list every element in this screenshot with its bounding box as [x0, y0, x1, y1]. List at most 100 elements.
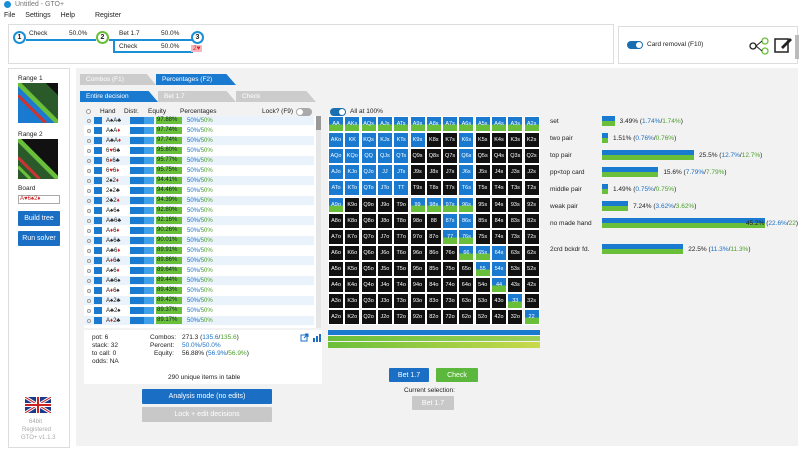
matrix-cell[interactable]: 75s: [474, 228, 491, 245]
matrix-cell[interactable]: T5s: [474, 180, 491, 197]
analysis-mode-button[interactable]: Analysis mode (no edits): [142, 389, 272, 404]
matrix-cell[interactable]: J9s: [409, 164, 426, 181]
matrix-cell[interactable]: AKs: [344, 116, 361, 132]
matrix-cell[interactable]: A9s: [409, 116, 426, 132]
matrix-cell[interactable]: QTo: [360, 180, 377, 197]
matrix-cell[interactable]: 87s: [442, 212, 459, 229]
current-selection-button[interactable]: Bet 1.7: [412, 396, 454, 410]
matrix-cell[interactable]: K7o: [344, 228, 361, 245]
matrix-cell[interactable]: 43o: [491, 293, 507, 310]
matrix-cell[interactable]: K6o: [344, 244, 361, 261]
edge3-label[interactable]: Check: [119, 43, 138, 50]
tab-check[interactable]: Check: [236, 91, 316, 102]
bet-action-button[interactable]: Bet 1.7: [389, 368, 429, 382]
matrix-cell[interactable]: 85s: [474, 212, 491, 229]
matrix-cell[interactable]: T9o: [393, 196, 410, 213]
matrix-cell[interactable]: AQs: [360, 116, 377, 132]
matrix-cell[interactable]: K8o: [344, 212, 361, 229]
matrix-cell[interactable]: J8s: [425, 164, 442, 181]
chart-icon[interactable]: [312, 333, 321, 342]
lock-edit-button[interactable]: Lock + edit decisions: [142, 407, 272, 422]
table-row[interactable]: 2♣2♦ 94.39% 50%/50%: [84, 196, 314, 205]
matrix-cell[interactable]: 93o: [409, 293, 426, 310]
matrix-cell[interactable]: 54s: [491, 260, 507, 277]
build-tree-button[interactable]: Build tree: [18, 211, 60, 226]
table-row[interactable]: 2♠2♦ 94.41% 50%/50%: [84, 176, 314, 185]
matrix-cell[interactable]: A7o: [328, 228, 344, 245]
run-solver-button[interactable]: Run solver: [18, 231, 60, 246]
select-all-radio[interactable]: [86, 109, 91, 114]
matrix-cell[interactable]: JTo: [376, 180, 393, 197]
matrix-cell[interactable]: Q6o: [360, 244, 377, 261]
row-select-radio[interactable]: [87, 278, 91, 283]
matrix-cell[interactable]: 97s: [442, 196, 459, 213]
menu-help[interactable]: Help: [60, 11, 75, 19]
table-row[interactable]: A♠2♣ 89.42% 50%/50%: [84, 296, 314, 305]
matrix-cell[interactable]: A4s: [491, 116, 507, 132]
matrix-cell[interactable]: Q9o: [360, 196, 377, 213]
matrix-cell[interactable]: 54o: [474, 277, 491, 293]
matrix-cell[interactable]: 64o: [458, 277, 475, 293]
matrix-cell[interactable]: 88: [425, 212, 442, 229]
row-select-radio[interactable]: [87, 288, 91, 293]
matrix-cell[interactable]: 77: [442, 228, 459, 245]
matrix-cell[interactable]: K2s: [523, 132, 540, 149]
matrix-cell[interactable]: 97o: [409, 228, 426, 245]
matrix-cell[interactable]: T7s: [442, 180, 459, 197]
matrix-cell[interactable]: KTs: [393, 132, 410, 149]
tab-percentages[interactable]: Percentages (F2): [156, 74, 236, 85]
matrix-cell[interactable]: J8o: [376, 212, 393, 229]
matrix-cell[interactable]: T9s: [409, 180, 426, 197]
matrix-cell[interactable]: 82s: [523, 212, 540, 229]
matrix-cell[interactable]: 95o: [409, 260, 426, 277]
matrix-cell[interactable]: Q7s: [442, 148, 459, 165]
matrix-cell[interactable]: Q6s: [458, 148, 475, 165]
matrix-cell[interactable]: 62o: [458, 309, 475, 326]
matrix-cell[interactable]: A5s: [474, 116, 491, 132]
matrix-cell[interactable]: K6s: [458, 132, 475, 149]
edge1-label[interactable]: Check: [29, 30, 48, 37]
matrix-cell[interactable]: 44: [491, 277, 507, 293]
row-select-radio[interactable]: [87, 128, 91, 133]
matrix-cell[interactable]: T8o: [393, 212, 410, 229]
matrix-cell[interactable]: K8s: [425, 132, 442, 149]
matrix-cell[interactable]: 65o: [458, 260, 475, 277]
row-select-radio[interactable]: [87, 238, 91, 243]
matrix-cell[interactable]: Q3s: [507, 148, 524, 165]
matrix-cell[interactable]: 42o: [491, 309, 507, 326]
matrix-cell[interactable]: 42s: [523, 277, 540, 293]
matrix-cell[interactable]: 92s: [523, 196, 540, 213]
matrix-cell[interactable]: A3o: [328, 293, 344, 310]
matrix-cell[interactable]: J6s: [458, 164, 475, 181]
matrix-cell[interactable]: 86o: [425, 244, 442, 261]
board-input[interactable]: A♥6♠2♦: [18, 195, 60, 204]
range1-thumbnail[interactable]: [18, 83, 58, 123]
matrix-cell[interactable]: Q7o: [360, 228, 377, 245]
matrix-cell[interactable]: 84o: [425, 277, 442, 293]
matrix-cell[interactable]: 64s: [491, 244, 507, 261]
table-row[interactable]: A♦6♠ 89.43% 50%/50%: [84, 286, 314, 295]
matrix-cell[interactable]: 62s: [523, 244, 540, 261]
matrix-cell[interactable]: A5o: [328, 260, 344, 277]
matrix-cell[interactable]: 63s: [507, 244, 524, 261]
matrix-cell[interactable]: ATs: [393, 116, 410, 132]
table-row[interactable]: A♠6♣ 90.01% 50%/50%: [84, 236, 314, 245]
matrix-cell[interactable]: J2o: [376, 309, 393, 326]
tab-entire-decision[interactable]: Entire decision: [80, 91, 158, 102]
menu-file[interactable]: File: [4, 11, 16, 19]
table-row[interactable]: A♣2♠ 89.37% 50%/50%: [84, 306, 314, 315]
matrix-cell[interactable]: A2s: [523, 116, 540, 132]
table-row[interactable]: A♠A♣ 97.88% 50%/50%: [84, 116, 314, 125]
matrix-cell[interactable]: J5s: [474, 164, 491, 181]
matrix-cell[interactable]: KK: [344, 132, 361, 149]
matrix-cell[interactable]: K4o: [344, 277, 361, 293]
matrix-cell[interactable]: 96s: [458, 196, 475, 213]
export-icon[interactable]: [300, 333, 309, 342]
matrix-cell[interactable]: QJs: [376, 148, 393, 165]
matrix-cell[interactable]: K3s: [507, 132, 524, 149]
range2-thumbnail[interactable]: [18, 139, 58, 179]
table-scrollbar[interactable]: [316, 116, 321, 328]
matrix-cell[interactable]: KJo: [344, 164, 361, 181]
table-row[interactable]: 2♠2♣ 94.46% 50%/50%: [84, 186, 314, 195]
matrix-cell[interactable]: AJs: [376, 116, 393, 132]
